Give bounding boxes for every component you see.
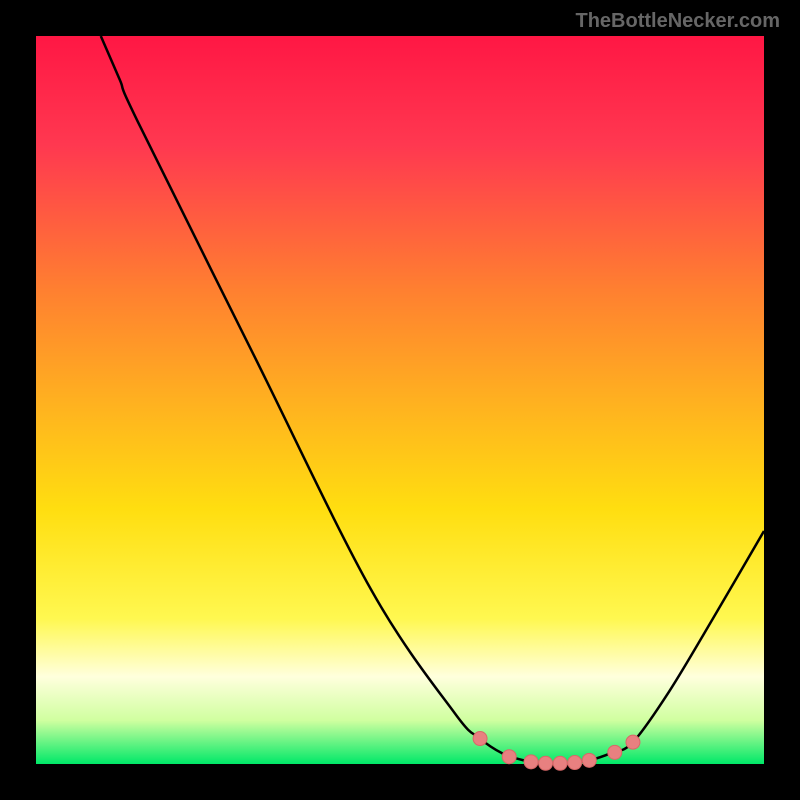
marker-point	[582, 753, 596, 767]
chart-svg	[0, 0, 800, 800]
chart-container: TheBottleNecker.com	[0, 0, 800, 800]
marker-point	[502, 750, 516, 764]
marker-point	[608, 745, 622, 759]
marker-point	[539, 756, 553, 770]
marker-point	[626, 735, 640, 749]
marker-point	[473, 732, 487, 746]
marker-point	[553, 756, 567, 770]
watermark-text: TheBottleNecker.com	[575, 10, 780, 33]
marker-point	[524, 755, 538, 769]
plot-background	[36, 36, 764, 764]
marker-point	[568, 756, 582, 770]
